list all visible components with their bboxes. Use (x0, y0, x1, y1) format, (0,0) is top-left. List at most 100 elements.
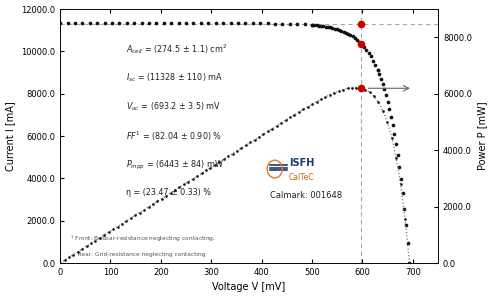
Point (321, 24, 329, 29)
Point (371, 63, 379, 68)
Point (74, 249, 82, 254)
Point (160, 21, 168, 26)
Point (87, 241, 95, 246)
Point (175, 21, 182, 26)
Point (152, 21, 160, 26)
Point (158, 196, 166, 201)
Point (386, 107, 393, 111)
Point (123, 21, 131, 26)
Text: Rear: Grid-resistance neglecting contacting: Rear: Grid-resistance neglecting contact… (70, 252, 205, 257)
Point (402, 223, 410, 228)
Point (344, 86, 352, 91)
Text: $^1$ Front: Busbar-resistance neglecting contacting,: $^1$ Front: Busbar-resistance neglecting… (70, 234, 215, 244)
Point (387, 114, 395, 119)
Point (144, 204, 152, 209)
Point (224, 154, 232, 159)
Point (295, 110, 303, 114)
Point (319, 24, 327, 29)
Point (229, 151, 237, 156)
Point (61, 258, 69, 263)
Point (184, 179, 192, 184)
Point (227, 21, 235, 26)
Point (357, 86, 365, 91)
Point (333, 27, 341, 32)
Point (56, 21, 64, 26)
Point (242, 143, 250, 148)
Point (122, 218, 130, 223)
Point (379, 108, 387, 113)
Point (246, 140, 254, 145)
Point (344, 31, 352, 36)
Text: Calmark: 001648: Calmark: 001648 (270, 191, 342, 200)
Point (182, 21, 190, 26)
Point (78, 21, 86, 26)
Point (211, 162, 219, 167)
Point (109, 227, 117, 232)
Point (130, 21, 138, 26)
Point (96, 235, 104, 240)
Point (401, 216, 409, 221)
Point (56, 261, 64, 266)
Point (71, 21, 79, 26)
Point (189, 176, 197, 181)
Point (180, 182, 188, 187)
Point (397, 182, 405, 187)
Point (315, 23, 323, 28)
Point (353, 38, 361, 42)
Point (342, 30, 350, 35)
Point (207, 165, 214, 170)
Point (153, 199, 161, 204)
Point (131, 213, 139, 218)
Point (65, 255, 73, 260)
Point (167, 190, 175, 195)
Point (397, 177, 405, 182)
Point (338, 28, 346, 33)
Point (255, 134, 263, 139)
Point (92, 238, 100, 243)
Text: η = (23.47 ± 0.33) %: η = (23.47 ± 0.33) % (126, 188, 211, 197)
Point (357, 21, 365, 26)
Point (311, 23, 318, 27)
Point (377, 77, 385, 81)
Point (202, 168, 210, 173)
Point (171, 188, 179, 193)
Point (357, 86, 365, 91)
Point (238, 146, 246, 150)
Point (83, 244, 91, 249)
Point (167, 21, 175, 26)
Point (348, 85, 356, 90)
Y-axis label: Current I [mA]: Current I [mA] (5, 101, 16, 171)
Point (279, 21, 286, 26)
Point (404, 241, 412, 246)
Point (271, 21, 279, 26)
Point (70, 252, 77, 257)
Point (145, 21, 153, 26)
Point (127, 216, 135, 221)
Point (308, 23, 316, 27)
Point (367, 54, 375, 59)
Point (399, 191, 407, 196)
Point (384, 120, 391, 125)
Point (382, 93, 390, 98)
Point (264, 21, 272, 26)
Point (286, 21, 294, 26)
Point (78, 247, 86, 252)
Point (405, 261, 413, 266)
Point (362, 47, 370, 52)
Point (193, 174, 201, 179)
Point (249, 21, 257, 26)
Point (197, 21, 205, 26)
Point (357, 41, 365, 46)
Point (282, 118, 289, 122)
Point (212, 21, 220, 26)
Point (105, 230, 113, 235)
Point (234, 21, 242, 26)
Point (317, 24, 325, 28)
Point (392, 142, 400, 146)
Point (361, 87, 369, 92)
Point (233, 148, 241, 153)
Point (384, 100, 391, 104)
Point (335, 27, 343, 32)
Point (113, 224, 121, 229)
Point (392, 156, 400, 160)
